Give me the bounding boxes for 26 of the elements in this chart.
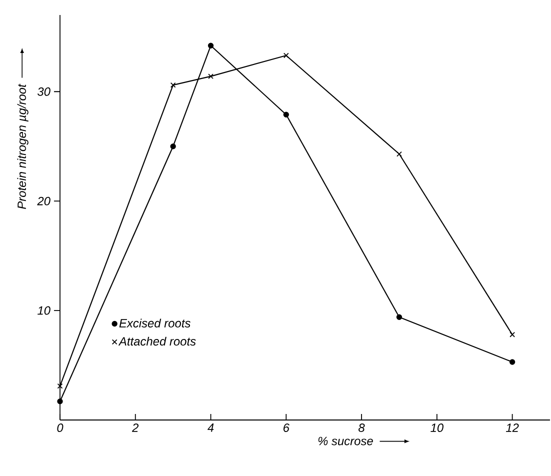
legend-label: Excised roots (119, 318, 190, 328)
y-tick-label: 10 (38, 306, 50, 315)
point (396, 151, 402, 157)
point (170, 82, 176, 88)
x-tick-label: 8 (358, 424, 365, 432)
point (57, 398, 63, 404)
x-tick-label: 4 (208, 424, 214, 432)
x-axis-title: % sucrose (318, 436, 373, 446)
legend-label: Attached roots (118, 336, 196, 346)
y-axis-title: Protein nitrogen µg/root (17, 84, 28, 209)
y-tick-label: 30 (37, 87, 50, 96)
point (170, 144, 176, 150)
point (396, 314, 402, 320)
point (57, 383, 63, 389)
point (283, 112, 289, 118)
point (283, 52, 289, 58)
x-tick-label: 2 (132, 424, 139, 432)
x-tick-label: 12 (506, 424, 519, 432)
x-tick-label: 0 (57, 424, 64, 432)
x-tick-label: 10 (430, 424, 444, 432)
y-tick-label: 20 (37, 196, 50, 206)
point (510, 332, 516, 338)
point (208, 42, 214, 48)
point (208, 74, 214, 79)
x-tick-label: 6 (284, 424, 290, 432)
point (509, 359, 516, 365)
